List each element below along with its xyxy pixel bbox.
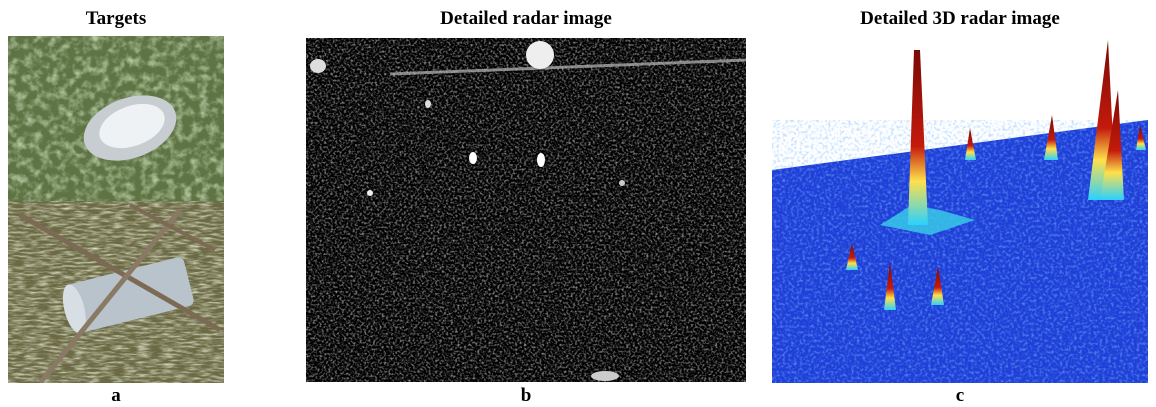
surface-peak (1044, 115, 1058, 160)
surface-peak (965, 128, 976, 160)
surface-peak (931, 266, 944, 305)
radar-image (306, 38, 746, 382)
surface-peak (1136, 125, 1146, 150)
radar-target (367, 190, 373, 196)
radar-target (619, 180, 625, 186)
bowl-inner (99, 103, 165, 149)
panel-title: Detailed radar image (440, 8, 612, 29)
branch (38, 208, 182, 383)
surface-peak (884, 262, 896, 310)
panel-title: Targets (86, 8, 147, 29)
radar-target (591, 371, 619, 381)
surface-texture (772, 120, 1148, 383)
branch (129, 203, 216, 252)
radar-target (537, 153, 545, 167)
branch (18, 212, 222, 333)
panel-label: c (956, 385, 964, 406)
radar-target (469, 152, 477, 164)
radar-target (425, 100, 431, 108)
radar-speckle (306, 38, 746, 382)
surface-peak (846, 243, 858, 270)
radar-3d-image (772, 38, 1148, 383)
panel-label: a (111, 385, 121, 406)
cylinder-end (62, 284, 86, 334)
surface-peak (1100, 90, 1124, 200)
radar-streak (389, 58, 746, 76)
panel-title: Detailed 3D radar image (860, 8, 1060, 29)
surface-peak (908, 50, 928, 225)
targets-photo (8, 36, 224, 383)
radar-target (526, 41, 554, 69)
radar-target (310, 59, 326, 73)
panel-label: b (521, 385, 532, 406)
